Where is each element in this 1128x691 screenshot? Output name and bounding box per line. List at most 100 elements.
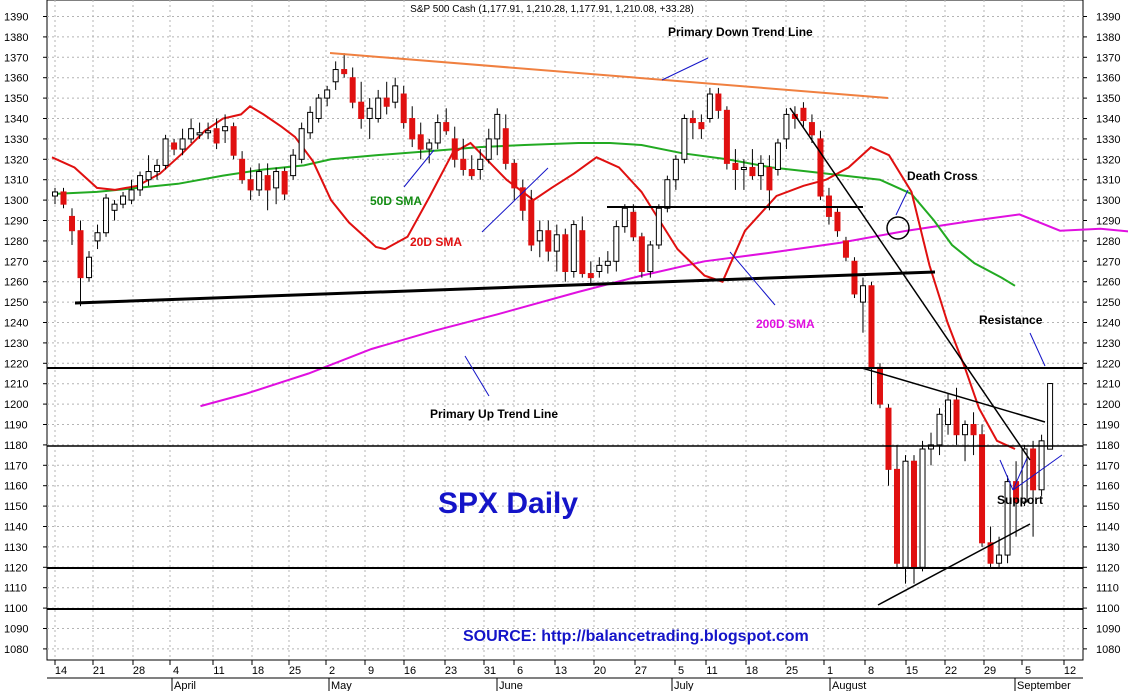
label-primary-up-trend-line: Primary Up Trend Line xyxy=(430,407,558,421)
y-tick-label-left: 1250 xyxy=(4,297,28,309)
x-tick-label: 13 xyxy=(555,665,567,677)
y-tick-label-right: 1240 xyxy=(1096,318,1120,330)
x-tick-label: 20 xyxy=(594,665,606,677)
y-tick-label-left: 1310 xyxy=(4,175,28,187)
sma200-line xyxy=(200,213,1128,408)
y-tick-label-right: 1310 xyxy=(1096,175,1120,187)
candle-up xyxy=(706,93,713,119)
y-tick-label-left: 1240 xyxy=(4,318,28,330)
y-tick-label-left: 1220 xyxy=(4,358,28,370)
x-tick-label: 23 xyxy=(445,665,457,677)
candle-down xyxy=(358,101,365,119)
candle-down xyxy=(341,69,348,75)
primary-up-trend-line xyxy=(74,270,936,305)
candle-up xyxy=(188,128,195,140)
candle-down xyxy=(1013,481,1020,503)
candle-down xyxy=(417,134,424,150)
candle-up xyxy=(86,256,93,279)
candle-up xyxy=(426,142,433,150)
y-tick-label-left: 1120 xyxy=(4,562,28,574)
candle-down xyxy=(239,158,246,181)
sma50-line xyxy=(51,142,1016,287)
candle-up xyxy=(154,164,161,173)
candle-down xyxy=(893,468,900,564)
candle-up xyxy=(392,85,399,103)
x-tick-label: 25 xyxy=(786,665,798,677)
month-label: April xyxy=(174,680,196,691)
month-label: July xyxy=(674,680,694,691)
month-label: August xyxy=(832,680,866,691)
candle-up xyxy=(222,126,229,132)
y-tick-label-right: 1300 xyxy=(1096,195,1120,207)
x-tick-label: 1 xyxy=(827,665,833,677)
candle-up xyxy=(936,413,943,446)
y-tick-label-left: 1280 xyxy=(4,236,28,248)
y-axis: 1080 1080 1090 1090 1100 1100 1110 1110 1120 1120… xyxy=(4,12,1120,656)
candle-up xyxy=(256,171,263,191)
candle-down xyxy=(715,93,722,111)
candle-down xyxy=(443,122,450,132)
candle-up xyxy=(494,113,501,140)
y-tick-label-right: 1190 xyxy=(1096,420,1120,432)
candle-down xyxy=(281,171,288,195)
x-tick-label: 16 xyxy=(404,665,416,677)
candle-up xyxy=(298,128,305,160)
candle-up xyxy=(111,203,118,211)
y-tick-label-left: 1150 xyxy=(4,501,28,513)
y-tick-label-left: 1130 xyxy=(4,542,28,554)
x-tick-label: 25 xyxy=(289,665,301,677)
candle-down xyxy=(60,191,67,205)
y-tick-label-left: 1080 xyxy=(4,644,28,656)
x-tick-label: 22 xyxy=(945,665,957,677)
candle-up xyxy=(647,244,654,272)
candle-down xyxy=(987,542,994,564)
y-tick-label-right: 1140 xyxy=(1096,522,1120,534)
candle-up xyxy=(621,207,628,228)
candle-up xyxy=(783,113,790,140)
y-tick-label-left: 1190 xyxy=(4,420,28,432)
y-tick-label-right: 1200 xyxy=(1096,399,1120,411)
y-tick-label-left: 1160 xyxy=(4,481,28,493)
candle-down xyxy=(69,215,76,232)
annotation-pointers xyxy=(403,57,1063,491)
candle-up xyxy=(945,399,952,425)
y-tick-label-left: 1180 xyxy=(4,440,28,452)
candle-down xyxy=(842,240,849,258)
y-tick-label-left: 1100 xyxy=(4,603,28,615)
trend-lines xyxy=(47,52,1083,610)
candle-up xyxy=(1038,440,1045,491)
x-tick-label: 9 xyxy=(368,665,374,677)
candle-up xyxy=(162,138,169,166)
wedge-lower-line xyxy=(877,523,1031,606)
candle-up xyxy=(902,460,909,568)
label-50d-sma: 50D SMA xyxy=(370,194,422,208)
candle-down xyxy=(545,230,552,252)
y-tick-label-right: 1120 xyxy=(1096,562,1120,574)
y-tick-label-left: 1330 xyxy=(4,134,28,146)
candle-down xyxy=(460,158,467,171)
candle-up xyxy=(120,195,127,205)
candle-up xyxy=(996,554,1003,564)
candle-up xyxy=(315,97,322,119)
candle-up xyxy=(655,207,662,246)
candle-up xyxy=(553,234,560,252)
label-primary-down-trend-line: Primary Down Trend Line xyxy=(668,25,813,39)
label-200d-sma: 200D SMA xyxy=(756,317,815,331)
y-tick-label-left: 1170 xyxy=(4,460,28,472)
candle-up xyxy=(613,226,620,262)
wedge-upper-line xyxy=(861,367,1046,423)
y-tick-label-left: 1370 xyxy=(4,52,28,64)
y-tick-label-right: 1380 xyxy=(1096,32,1120,44)
y-tick-label-right: 1210 xyxy=(1096,379,1120,391)
y-tick-label-right: 1360 xyxy=(1096,73,1120,85)
candle-down xyxy=(579,230,586,275)
candle-up xyxy=(596,264,603,273)
candle-down xyxy=(766,166,773,191)
indicator-lines xyxy=(51,105,1128,450)
candle-up xyxy=(1047,383,1054,450)
month-label: May xyxy=(331,680,352,691)
candle-up xyxy=(290,154,297,177)
candles xyxy=(52,53,1054,584)
candle-up xyxy=(919,448,926,568)
candle-down xyxy=(400,93,407,124)
